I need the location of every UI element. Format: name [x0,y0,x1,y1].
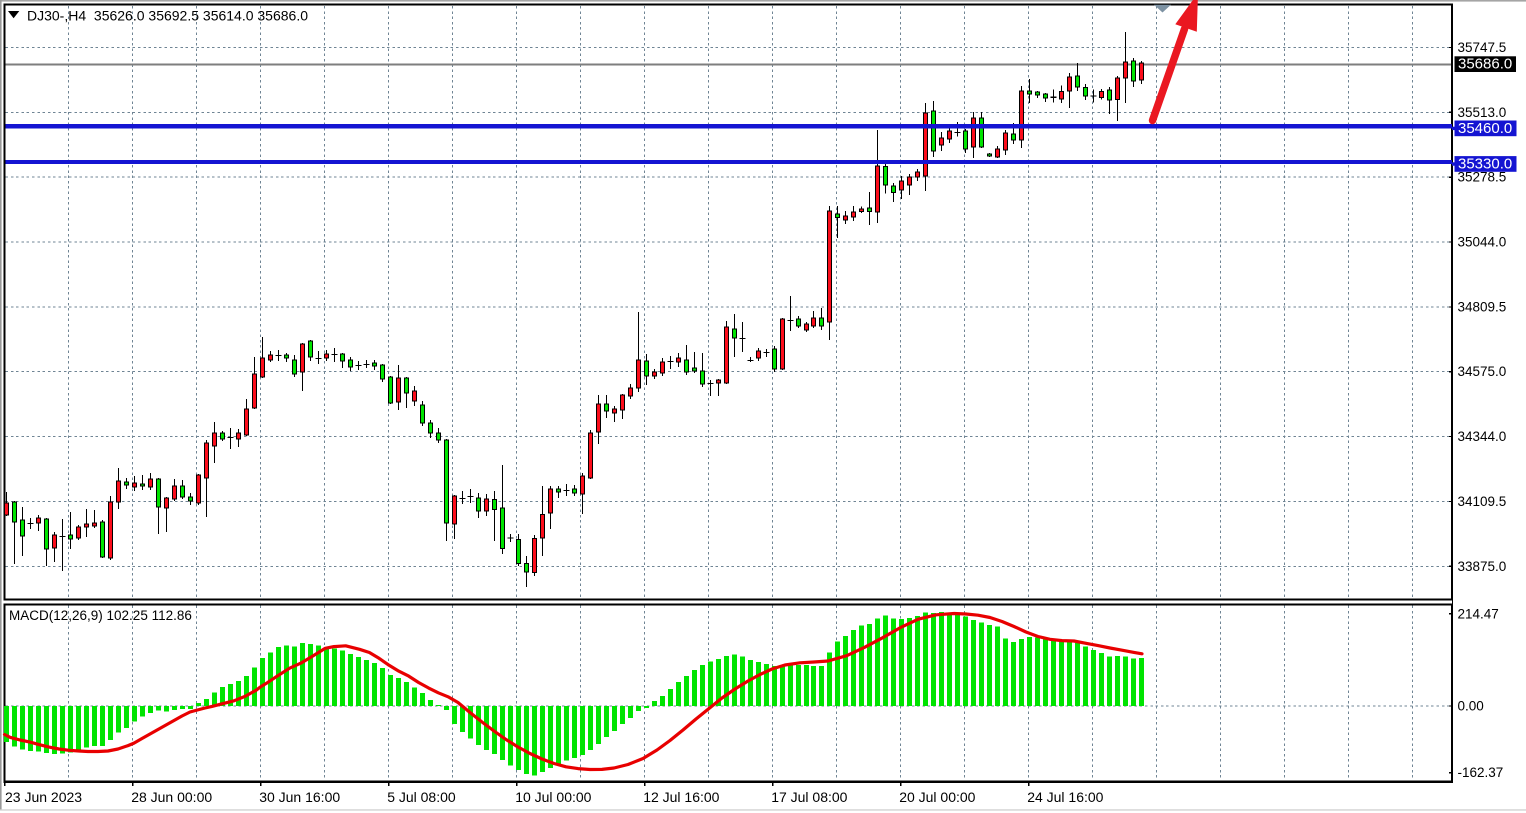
svg-text:214.47: 214.47 [1458,606,1499,621]
svg-text:35686.0: 35686.0 [1458,56,1512,73]
svg-text:35278.5: 35278.5 [1458,170,1507,185]
svg-text:0.00: 0.00 [1458,699,1484,714]
svg-text:34344.0: 34344.0 [1458,429,1507,444]
svg-text:30 Jun 16:00: 30 Jun 16:00 [259,789,340,805]
svg-text:35460.0: 35460.0 [1458,120,1512,137]
svg-text:34575.0: 34575.0 [1458,364,1507,379]
svg-text:33875.0: 33875.0 [1458,559,1507,574]
svg-text:34109.5: 34109.5 [1458,494,1507,509]
svg-text:35330.0: 35330.0 [1458,156,1512,173]
svg-text:-162.37: -162.37 [1458,765,1504,780]
svg-text:34809.5: 34809.5 [1458,299,1507,314]
svg-text:5 Jul 08:00: 5 Jul 08:00 [387,789,456,805]
svg-text:23 Jun 2023: 23 Jun 2023 [5,789,82,805]
svg-text:12 Jul 16:00: 12 Jul 16:00 [643,789,719,805]
svg-text:MACD(12,26,9) 102.25 112.86: MACD(12,26,9) 102.25 112.86 [9,608,192,623]
svg-text:DJ30-,H4 35626.0 35692.5 3561: DJ30-,H4 35626.0 35692.5 35614.0 35686.0 [27,7,308,23]
svg-text:28 Jun 00:00: 28 Jun 00:00 [131,789,212,805]
svg-text:20 Jul 00:00: 20 Jul 00:00 [899,789,975,805]
svg-text:35513.0: 35513.0 [1458,105,1507,120]
svg-text:24 Jul 16:00: 24 Jul 16:00 [1027,789,1103,805]
svg-text:35044.0: 35044.0 [1458,235,1507,250]
svg-text:17 Jul 08:00: 17 Jul 08:00 [771,789,847,805]
svg-text:10 Jul 00:00: 10 Jul 00:00 [515,789,591,805]
svg-text:35747.5: 35747.5 [1458,40,1507,55]
